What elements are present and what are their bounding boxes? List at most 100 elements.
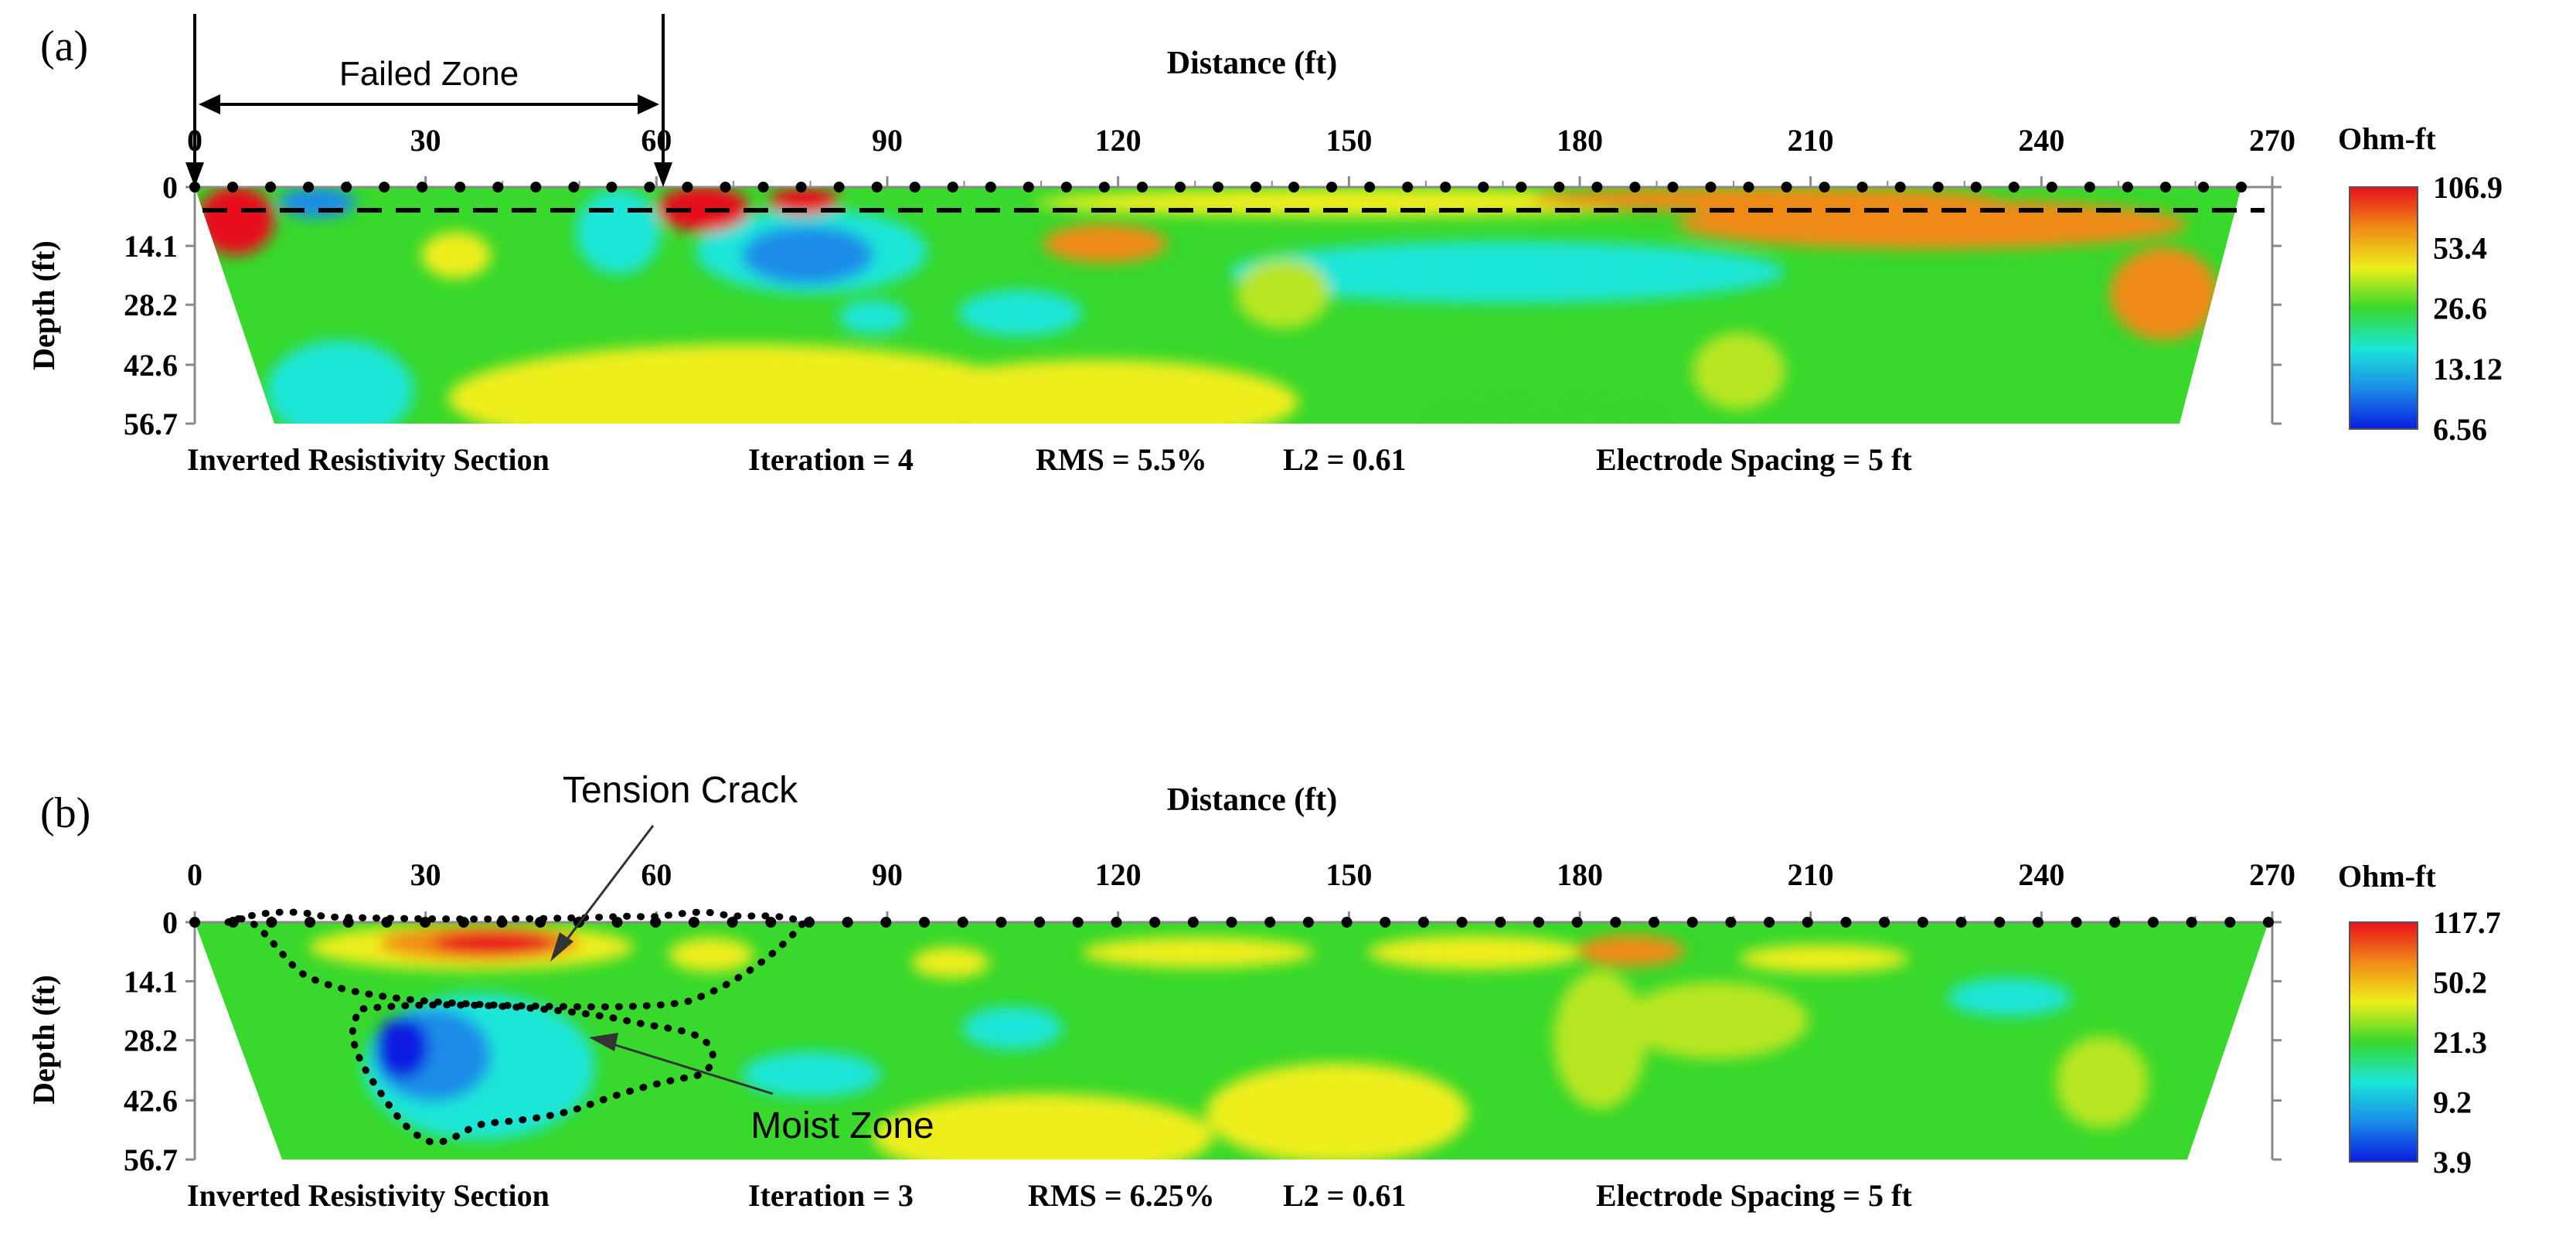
y-tick-label: 14.1 — [124, 229, 178, 264]
colorbar-label: 3.9 — [2433, 1145, 2472, 1180]
electrode-dot — [1226, 917, 1237, 928]
colorbar-label: 106.9 — [2433, 170, 2503, 205]
colorbar-label: 26.6 — [2433, 291, 2487, 326]
x-tick-label: 60 — [641, 123, 672, 158]
unit-label: Ohm-ft — [2338, 859, 2436, 894]
x-tick-label: 150 — [1325, 857, 1372, 892]
failed-zone-label: Failed Zone — [339, 55, 519, 93]
electrode-dot — [1802, 917, 1813, 928]
electrode-dot — [1111, 917, 1122, 928]
panel-label: (a) — [40, 22, 88, 70]
x-tick-label: 210 — [1788, 857, 1834, 892]
electrode-dot — [880, 917, 892, 928]
electrode-dot — [1341, 917, 1353, 928]
electrode-dot — [720, 182, 731, 192]
footer-section: Inverted Resistivity Section — [187, 442, 550, 477]
x-tick-label: 60 — [641, 857, 672, 892]
footer-section: Inverted Resistivity Section — [187, 1178, 550, 1213]
electrode-dot — [492, 182, 504, 192]
electrode-dot — [1667, 182, 1679, 192]
electrode-dot — [2032, 917, 2043, 928]
footer: Inverted Resistivity Section Iteration =… — [187, 442, 1912, 477]
footer-rms: RMS = 5.5% — [1036, 442, 1207, 477]
electrode-dot — [1495, 917, 1506, 928]
electrode-dot — [1743, 182, 1754, 192]
electrode-dot — [1023, 182, 1034, 192]
electrode-dot — [1591, 182, 1603, 192]
y-ticks: 0 14.1 28.2 42.6 56.7 — [124, 170, 2282, 441]
electrode-dot — [1187, 917, 1199, 928]
electrode-dot — [1288, 182, 1300, 192]
electrode-dot — [2197, 182, 2209, 192]
colorbar-label: 21.3 — [2433, 1025, 2487, 1060]
resistivity-section — [195, 922, 2268, 1160]
colorbar-label: 53.4 — [2433, 230, 2487, 265]
colorbar-label: 13.12 — [2433, 352, 2503, 387]
electrode-dot — [2071, 917, 2082, 928]
electrode-dot — [1264, 917, 1276, 928]
x-tick-label: 0 — [187, 857, 202, 892]
footer-spacing: Electrode Spacing = 5 ft — [1596, 1178, 1912, 1213]
moist-zone-arrowhead — [589, 1033, 618, 1051]
electrodes — [189, 182, 2247, 192]
electrode-dot — [995, 917, 1007, 928]
x-tick-label: 30 — [410, 857, 441, 892]
x-ticks: 0 30 60 90 120 150 180 210 240 270 — [187, 857, 2295, 922]
footer: Inverted Resistivity Section Iteration =… — [187, 1178, 1912, 1213]
electrode-dot — [379, 182, 390, 192]
electrode-dot — [1213, 182, 1223, 192]
electrode-dot — [1970, 182, 1982, 192]
electrode-dot — [688, 917, 699, 928]
electrode-dot — [2159, 182, 2171, 192]
x-tick-label: 30 — [410, 123, 441, 158]
colorbar-label: 117.7 — [2433, 905, 2501, 940]
electrode-dot — [2236, 182, 2247, 192]
unit-label: Ohm-ft — [2338, 121, 2436, 156]
electrode-dot — [803, 917, 815, 928]
electrode-dot — [757, 182, 769, 192]
panel-b: (b) Distance (ft) — [26, 770, 2501, 1213]
electrode-dot — [417, 182, 428, 192]
x-tick-label: 180 — [1557, 857, 1603, 892]
moist-zone-outline — [349, 1001, 716, 1146]
electrode-dot — [454, 182, 466, 192]
x-tick-label: 270 — [2249, 123, 2295, 158]
electrode-dot — [2263, 917, 2274, 928]
electrode-dot — [530, 182, 542, 192]
colorbar-label: 9.2 — [2433, 1085, 2472, 1120]
tension-crack-arrow — [563, 825, 655, 944]
electrode-dot — [1840, 917, 1852, 928]
electrode-dot — [1478, 182, 1489, 192]
electrode-dot — [1894, 182, 1906, 192]
electrode-dot — [833, 182, 845, 192]
colorbar — [2349, 186, 2418, 430]
electrode-dot — [1456, 917, 1468, 928]
electrode-dot — [919, 917, 931, 928]
x-tick-label: 90 — [872, 123, 903, 158]
electrode-dot — [842, 917, 853, 928]
failed-zone-annotation: Failed Zone — [185, 14, 672, 187]
electrode-dot — [606, 182, 618, 192]
resistivity-section — [195, 187, 2241, 424]
electrode-dot — [1516, 182, 1527, 192]
tension-crack-outline — [226, 908, 810, 1010]
colorbar-label: 6.56 — [2433, 412, 2487, 447]
x-tick-label: 120 — [1095, 123, 1142, 158]
electrode-dot — [1856, 182, 1868, 192]
x-tick-label: 240 — [2018, 857, 2064, 892]
electrode-dot — [1955, 917, 1967, 928]
electrode-dot — [1764, 917, 1775, 928]
electrode-dot — [266, 917, 277, 928]
electrode-dot — [1932, 182, 1944, 192]
colorbar-labels: 106.9 53.4 26.6 13.12 6.56 — [2433, 170, 2503, 447]
electrode-dot — [265, 182, 277, 192]
electrode-dot — [341, 182, 352, 192]
electrode-dot — [1174, 182, 1186, 192]
electrode-dot — [2147, 917, 2159, 928]
x-tick-label: 180 — [1557, 123, 1603, 158]
footer-l2: L2 = 0.61 — [1283, 1178, 1406, 1213]
electrode-dot — [1060, 182, 1072, 192]
x-tick-label: 270 — [2249, 857, 2295, 892]
electrode-dot — [1034, 917, 1046, 928]
footer-iteration: Iteration = 3 — [748, 1178, 914, 1213]
